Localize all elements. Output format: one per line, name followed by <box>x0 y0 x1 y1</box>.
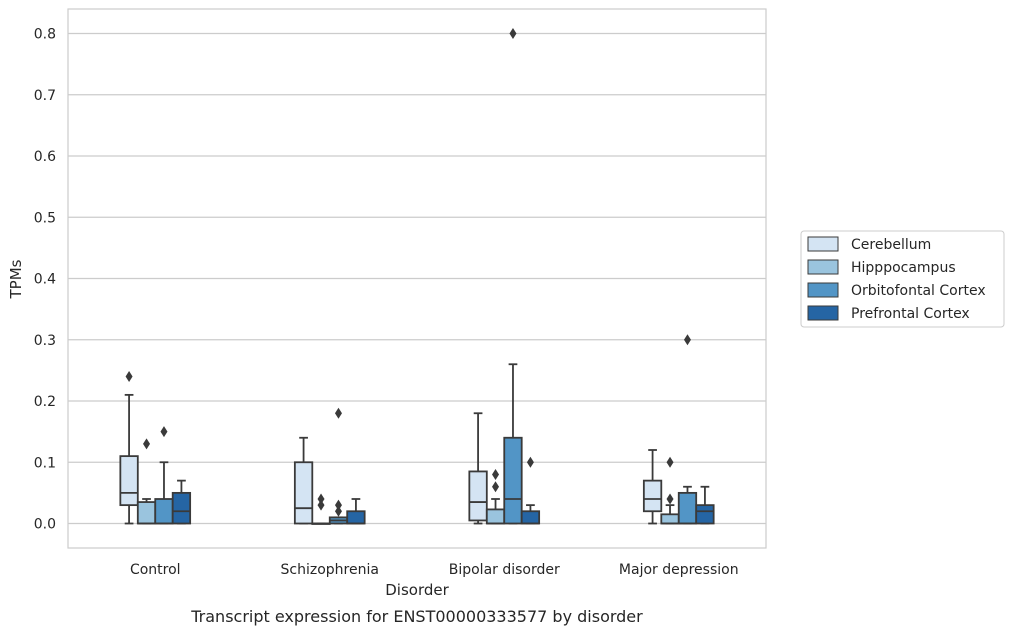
y-tick-label: 0.3 <box>34 333 56 349</box>
box-iqr <box>503 436 523 525</box>
x-tick-label: Bipolar disorder <box>449 562 560 578</box>
boxes <box>119 28 715 525</box>
box-iqr <box>293 461 314 525</box>
box-hipppocampus <box>660 456 680 525</box>
outlier-marker <box>317 493 325 505</box>
legend-swatch <box>807 282 839 298</box>
legend-label: Orbitofontal Cortex <box>851 283 986 299</box>
box-iqr <box>642 479 663 513</box>
x-axis-label: Disorder <box>385 581 449 599</box>
legend-swatch <box>807 305 839 321</box>
box-iqr <box>119 455 139 507</box>
outlier-marker <box>666 493 674 505</box>
box-iqr <box>171 491 192 525</box>
box-iqr <box>346 510 366 525</box>
outlier-marker <box>492 469 500 480</box>
outlier-marker <box>683 334 691 346</box>
legend-swatch <box>807 236 839 252</box>
box-cerebellum <box>119 371 139 525</box>
box-orbitofontal-cortex <box>677 334 698 525</box>
legend-label: Prefrontal Cortex <box>851 306 970 322</box>
x-tick-label: Schizophrenia <box>281 562 379 578</box>
outlier-marker <box>509 28 517 39</box>
box-iqr <box>136 501 157 525</box>
legend-frame <box>800 230 1005 328</box>
box-cerebellum <box>642 449 663 525</box>
legend-entries: Cerebellum Hipppocampus Orbitofontal Corte… <box>807 236 986 322</box>
outlier-marker <box>160 426 168 438</box>
outlier-marker <box>334 505 342 517</box>
chart-caption: Transcript expression for ENST0000033357… <box>190 607 643 626</box>
outlier-marker <box>334 407 342 419</box>
box-prefrontal-cortex <box>520 456 541 525</box>
box-iqr <box>468 470 488 522</box>
box-iqr <box>485 508 506 525</box>
legend-label: Cerebellum <box>851 237 931 253</box>
outlier-marker <box>526 456 534 468</box>
legend-swatch <box>807 259 839 275</box>
box-hipppocampus <box>485 469 506 525</box>
outlier-marker <box>334 499 342 511</box>
outlier-marker <box>666 456 674 468</box>
box-orbitofontal-cortex <box>154 426 174 525</box>
y-axis-label: TPMs <box>7 259 25 299</box>
y-tick-label: 0.7 <box>34 88 56 104</box>
x-tick-labels: Control Schizophrenia Bipolar disorder Majo… <box>130 562 739 578</box>
x-tick-label: Major depression <box>619 562 739 578</box>
box-iqr <box>677 491 698 525</box>
y-tick-labels: 0.0 0.1 0.2 0.3 0.4 0.5 0.6 0.7 0.8 <box>34 27 56 533</box>
box-orbitofontal-cortex <box>503 28 523 525</box>
y-tick-label: 0.8 <box>34 27 56 43</box>
x-tick-label: Control <box>130 562 181 578</box>
box-iqr <box>154 498 174 525</box>
box-cerebellum <box>293 436 314 525</box>
legend: Cerebellum Hipppocampus Orbitofontal Corte… <box>800 230 1005 328</box>
outlier-marker <box>492 481 500 493</box>
box-prefrontal-cortex <box>171 479 192 525</box>
box-hipppocampus <box>136 438 157 525</box>
box-iqr <box>695 504 715 525</box>
box-cerebellum <box>468 412 488 525</box>
y-tick-label: 0.2 <box>34 394 56 410</box>
plot-frame <box>67 8 767 549</box>
box-iqr <box>660 513 680 525</box>
y-tick-label: 0.4 <box>34 272 56 288</box>
y-tick-label: 0.5 <box>34 210 56 226</box>
box-prefrontal-cortex <box>695 485 715 525</box>
y-tick-label: 0.0 <box>34 517 56 533</box>
outlier-marker <box>125 371 133 382</box>
box-prefrontal-cortex <box>346 498 366 525</box>
legend-label: Hipppocampus <box>851 260 956 276</box>
outlier-marker <box>143 438 151 450</box>
y-tick-label: 0.1 <box>34 455 56 471</box>
box-iqr <box>520 510 541 525</box>
outlier-marker <box>317 499 325 511</box>
y-tick-label: 0.6 <box>34 149 56 165</box>
